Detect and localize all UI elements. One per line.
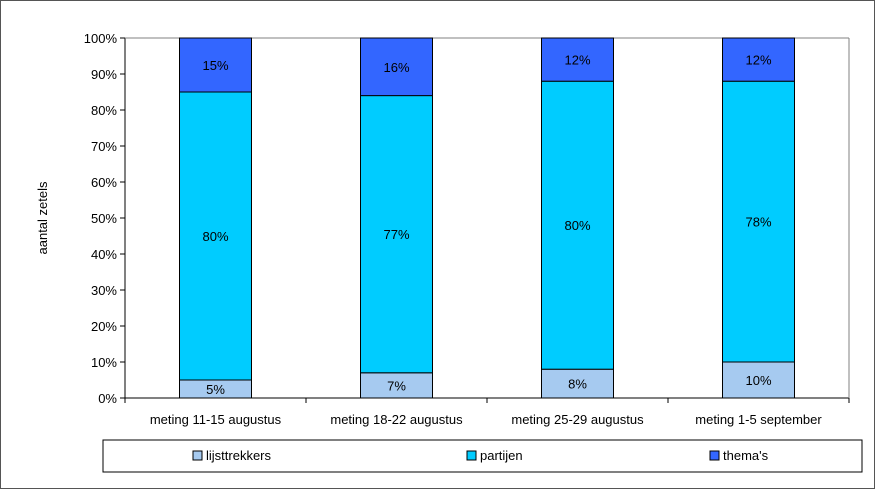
data-label: 80% [564,218,590,233]
bar-lijsttrekkers-4 [722,361,795,399]
bar-partijen-4 [722,80,795,363]
y-tick-label: 90% [91,67,117,82]
data-label: 80% [202,229,228,244]
bar-partijen-3 [541,80,614,370]
y-tick-label: 50% [91,211,117,226]
legend-box [102,439,863,473]
x-ticks: meting 11-15 augustus meting 18-22 august… [124,398,850,427]
bar-partijen-2 [360,95,433,374]
data-label: 15% [202,58,228,73]
y-tick-label: 100% [84,31,118,46]
bar-themas-2 [360,37,433,97]
x-tick-label: meting 1-5 september [695,412,822,427]
bar-themas-1 [179,37,252,93]
x-tick-label: meting 18-22 augustus [330,412,463,427]
legend-swatch-lijsttrekkers [192,450,203,461]
y-ticks: 0% 10% 20% 30% 40% 50% 60% 70% 80% 90% 100% [84,31,125,406]
legend: lijsttrekkers partijen thema's [102,439,863,473]
data-label: 10% [745,373,771,388]
data-label: 16% [383,60,409,75]
y-tick-label: 80% [91,103,117,118]
x-tick-label: meting 11-15 augustus [150,412,282,427]
bar-lijsttrekkers-3 [541,368,614,399]
legend-label: partijen [480,448,523,463]
legend-label: lijsttrekkers [206,448,272,463]
y-tick-label: 20% [91,319,117,334]
bars: 5% 80% 15% 7% 77% 16% 8% 80% 12% 10% 78% 12% [179,37,795,399]
bar-themas-4 [722,37,795,82]
data-label: 7% [387,378,406,393]
y-tick-label: 70% [91,139,117,154]
data-label: 12% [745,53,771,68]
y-tick-label: 0% [98,391,117,406]
data-label: 12% [564,53,590,68]
legend-swatch-partijen [466,450,477,461]
x-tick-label: meting 25-29 augustus [511,412,644,427]
y-tick-label: 40% [91,247,117,262]
data-label: 77% [383,227,409,242]
data-label: 5% [206,382,225,397]
y-axis-label: aantal zetels [35,181,50,254]
bar-themas-3 [541,37,614,82]
y-tick-label: 30% [91,283,117,298]
y-tick-label: 10% [91,355,117,370]
legend-swatch-themas [709,450,720,461]
y-tick-label: 60% [91,175,117,190]
legend-label: thema's [723,448,769,463]
data-label: 8% [568,377,587,392]
data-label: 78% [745,215,771,230]
